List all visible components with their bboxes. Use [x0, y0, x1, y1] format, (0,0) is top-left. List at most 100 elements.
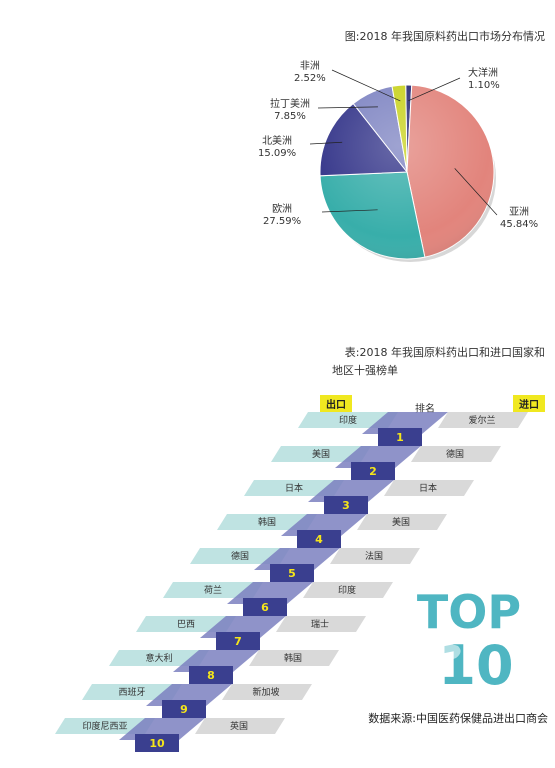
rank-number: 1: [396, 431, 404, 444]
export-band: [109, 650, 209, 666]
export-country: 美国: [312, 448, 330, 460]
rank-box: [162, 700, 206, 718]
rank-number: 4: [315, 533, 323, 546]
export-band: [271, 446, 371, 462]
pie-label-name: 北美洲: [262, 136, 293, 147]
rank-box: [243, 598, 287, 616]
import-band: [411, 446, 501, 462]
export-band: [55, 718, 155, 734]
export-country: 荷兰: [204, 584, 222, 596]
import-band: [303, 582, 393, 598]
import-band: [357, 514, 447, 530]
export-country: 西班牙: [118, 686, 145, 698]
rank-box: [135, 734, 179, 752]
pie-chart: [309, 69, 498, 262]
rank-number: 2: [369, 465, 377, 478]
pie-label-name: 亚洲: [509, 207, 530, 218]
export-country: 印度: [339, 414, 357, 426]
export-band: [190, 548, 290, 564]
import-country: 法国: [365, 550, 383, 562]
import-country: 英国: [230, 720, 248, 732]
top10-logo: TOP 10: [417, 585, 521, 694]
import-country: 德国: [446, 448, 464, 460]
pie-leader-line: [321, 209, 378, 213]
pie-label-north-america: 北美洲 15.09%: [258, 136, 296, 160]
pie-label-pct: 45.84%: [500, 219, 539, 230]
export-country: 巴西: [177, 619, 195, 630]
rank-box: [270, 564, 314, 582]
pie-label-pct: 7.85%: [274, 111, 306, 122]
export-band: [244, 480, 344, 496]
rank-number: 6: [261, 601, 269, 614]
rank-number: 10: [149, 737, 165, 750]
pie-label-latin-america: 拉丁美洲 7.85%: [270, 99, 310, 123]
rank-box: [324, 496, 368, 514]
pie-leader-line: [331, 69, 401, 102]
import-country: 瑞士: [311, 618, 329, 630]
rank-header: 排名: [415, 404, 435, 415]
ranking-title-line1: 表:2018 年我国原料药出口和进口国家和: [344, 346, 545, 359]
import-country: 新加坡: [252, 686, 279, 698]
rank-box: [216, 632, 260, 650]
pie-leader-line: [454, 168, 498, 216]
export-country: 韩国: [258, 516, 276, 528]
export-band: [82, 684, 182, 700]
pie-leader-line: [408, 77, 461, 101]
import-band: [249, 650, 339, 666]
pie-gloss: [320, 85, 494, 259]
import-country: 爱尔兰: [468, 414, 495, 426]
rank-number: 5: [288, 567, 296, 580]
pie-label-pct: 2.52%: [294, 73, 326, 84]
pie-leader-line: [317, 106, 378, 109]
import-country: 日本: [419, 482, 437, 494]
pie-label-pct: 1.10%: [468, 80, 500, 91]
rank-number: 3: [342, 499, 350, 512]
pie-leader-line: [309, 141, 343, 145]
pie-label-pct: 27.59%: [263, 216, 302, 227]
import-band: [195, 718, 285, 734]
import-band: [330, 548, 420, 564]
pie-label-asia: 亚洲 45.84%: [500, 207, 538, 231]
ranking-table-title: 表:2018 年我国原料药出口和进口国家和 地区十强榜单: [320, 344, 545, 380]
export-band: [163, 582, 263, 598]
pie-label-name: 欧洲: [272, 204, 293, 215]
ranking-title-line2: 地区十强榜单: [332, 364, 398, 377]
import-band: [438, 412, 528, 428]
rank-box: [297, 530, 341, 548]
import-band: [222, 684, 312, 700]
export-country: 印度尼西亚: [82, 720, 127, 732]
pie-label-name: 拉丁美洲: [270, 99, 310, 110]
pie-label-name: 大洋洲: [468, 68, 498, 79]
import-country: 美国: [392, 516, 410, 528]
rank-box: [189, 666, 233, 684]
export-band: [136, 616, 236, 632]
rank-box: [351, 462, 395, 480]
import-header-tag: 进口: [513, 395, 545, 412]
rank-number: 9: [180, 703, 188, 716]
rank-number: 7: [234, 635, 242, 648]
pie-slices: [319, 84, 495, 260]
import-country: 印度: [338, 584, 356, 596]
import-band: [384, 480, 474, 496]
import-country: 韩国: [284, 652, 302, 664]
pie-label-pct: 15.09%: [258, 148, 297, 159]
export-country: 德国: [231, 550, 249, 562]
pie-chart-title: 图:2018 年我国原料药出口市场分布情况: [344, 30, 545, 43]
export-header-tag: 出口: [320, 395, 352, 412]
import-band: [276, 616, 366, 632]
pie-label-europe: 欧洲 27.59%: [263, 204, 301, 228]
rank-number: 8: [207, 669, 215, 682]
pie-label-oceania: 大洋洲 1.10%: [468, 68, 500, 92]
export-band: [217, 514, 317, 530]
top10-logo-line1: TOP: [417, 585, 521, 639]
export-country: 日本: [285, 482, 303, 494]
world-map-icon: [432, 644, 461, 670]
top10-logo-line2: 10: [438, 634, 513, 694]
pie-leader-lines: [309, 69, 498, 216]
export-country: 意大利: [145, 652, 172, 664]
pie-label-name: 非洲: [299, 61, 320, 72]
data-source-note: 数据来源:中国医药保健品进出口商会: [368, 712, 548, 725]
export-band: [298, 412, 398, 428]
